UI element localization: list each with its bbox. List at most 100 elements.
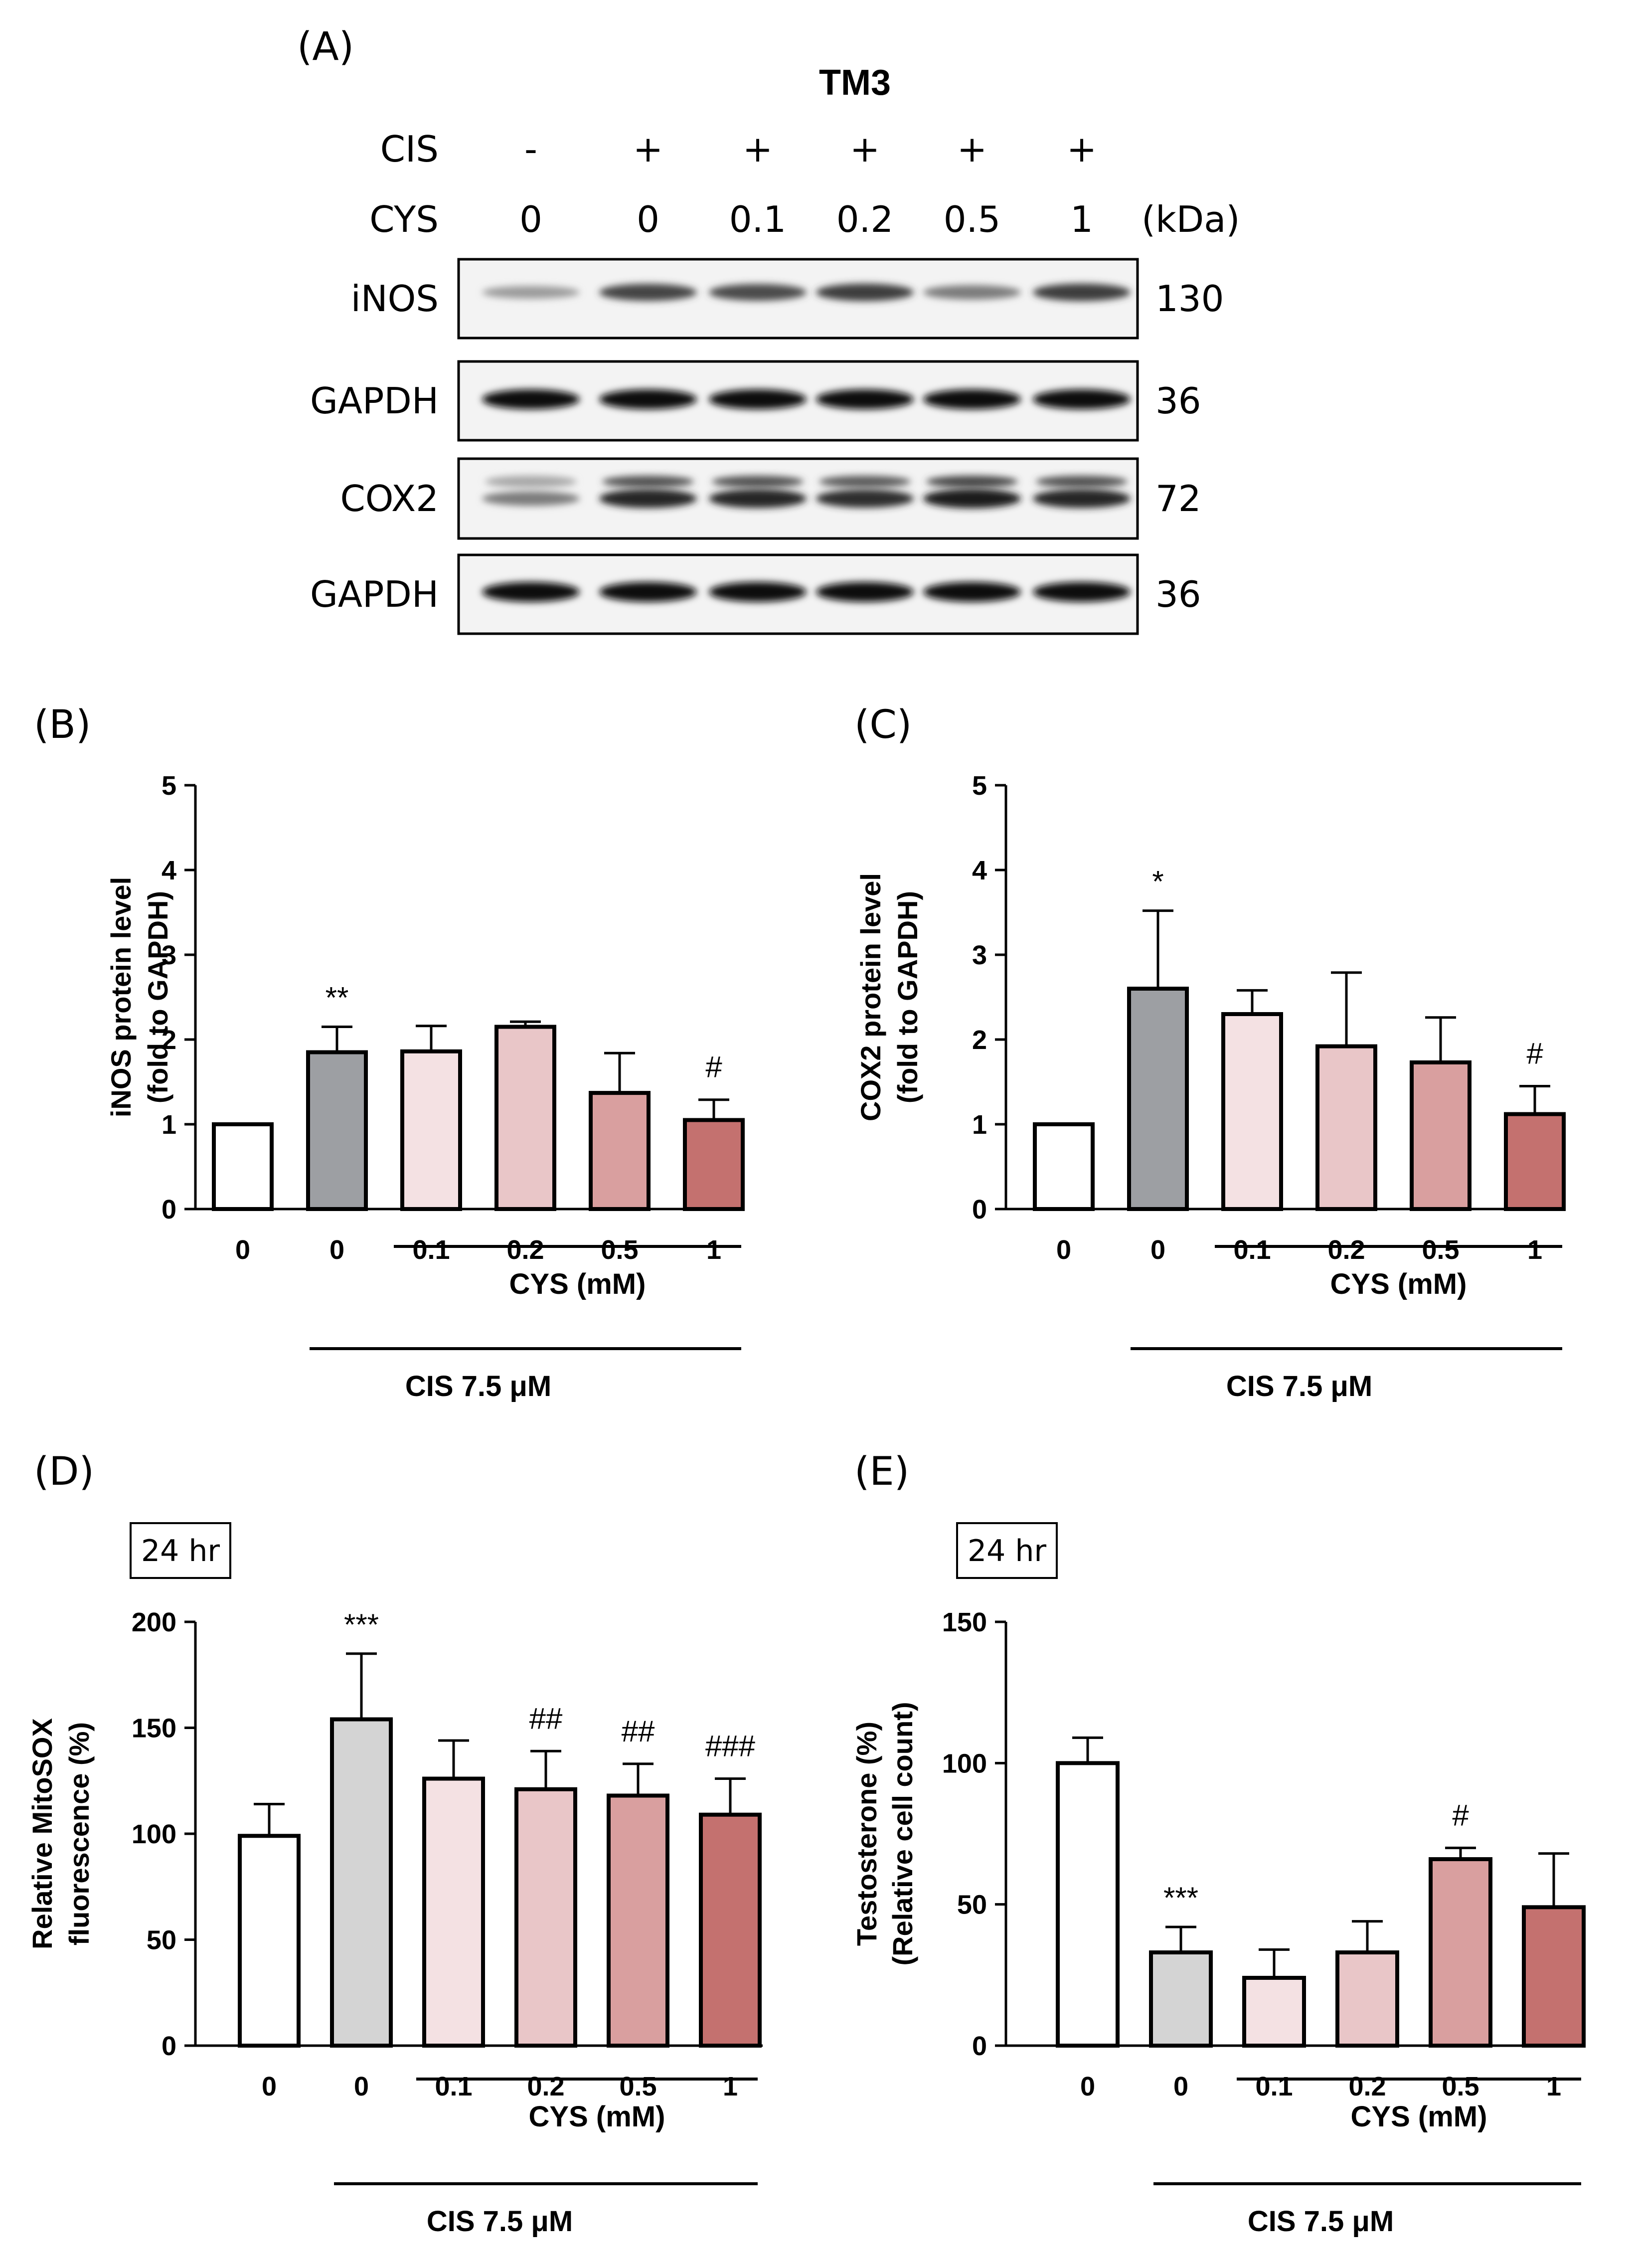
band (923, 489, 1021, 509)
bar (1410, 1060, 1472, 1211)
band (599, 284, 697, 301)
y-tick-label: 1 (162, 1110, 176, 1140)
cis-lane-5: + (957, 128, 987, 170)
y-tick-label: 150 (132, 1714, 176, 1744)
band (709, 389, 807, 409)
significance-marker: *** (1163, 1881, 1198, 1915)
band (482, 389, 580, 409)
y-tick-label: 3 (972, 940, 987, 970)
bar (1429, 1857, 1492, 2048)
cys-row: 0 0 0.1 0.2 0.5 1 (519, 198, 1093, 240)
bar (238, 1834, 301, 2048)
x-tick-label: 0.2 (1348, 2072, 1386, 2101)
significance-marker: ### (705, 1730, 756, 1763)
y-axis-label: iNOS protein level (105, 877, 137, 1117)
panel-label: (D) (34, 1449, 94, 1494)
band (1033, 389, 1131, 409)
blot-gapdh-2: GAPDH 36 (310, 360, 1201, 442)
blot-label: iNOS (351, 278, 439, 320)
blot-strips: iNOS 130 GAPDH 36 COX2 72 GAPDH 36 (310, 258, 1224, 635)
cis-lane-3: + (743, 128, 773, 170)
y-tick-label: 100 (132, 1819, 176, 1849)
band-upper (819, 476, 911, 488)
y-axis-label: (fold to GAPDH) (142, 891, 173, 1103)
band (599, 389, 697, 409)
significance-marker: * (1152, 865, 1163, 898)
x-tick-label: 1 (1546, 2072, 1561, 2101)
timepoint-box (956, 1522, 1058, 1579)
y-tick-label: 4 (972, 856, 987, 885)
band (923, 389, 1021, 409)
band (709, 284, 807, 301)
panel-label: (B) (34, 702, 91, 747)
y-tick-label: 0 (162, 2031, 176, 2061)
cis-group-label: CIS 7.5 μM (1226, 1370, 1372, 1402)
cys-lane-6: 1 (1070, 198, 1093, 240)
band (923, 582, 1021, 602)
cis-lane-4: + (850, 128, 880, 170)
x-tick-label: 0.5 (1442, 2072, 1479, 2101)
cis-lane-2: + (633, 128, 663, 170)
blot-gapdh-4: GAPDH 36 (310, 553, 1201, 635)
blot-label: COX2 (340, 478, 439, 520)
blot-kda: 36 (1155, 573, 1201, 615)
bar (212, 1122, 274, 1211)
band (1033, 582, 1131, 602)
x-tick-label: 0.1 (1233, 1235, 1271, 1265)
bar (607, 1793, 669, 2048)
y-axis-label: COX2 protein level (855, 873, 886, 1121)
cys-row-label: CYS (369, 198, 439, 240)
y-tick-label: 0 (972, 1195, 987, 1224)
y-tick-label: 5 (162, 771, 176, 801)
y-tick-label: 1 (972, 1110, 987, 1140)
y-axis-label: fluorescence (%) (63, 1722, 95, 1945)
x-tick-label: 0 (1150, 1235, 1165, 1265)
cys-lane-2: 0 (637, 198, 659, 240)
cys-lane-4: 0.2 (836, 198, 894, 240)
y-tick-label: 0 (972, 2031, 987, 2061)
x-tick-label: 1 (706, 1235, 721, 1265)
blot-kda: 36 (1155, 380, 1201, 422)
band (1033, 489, 1131, 508)
bar (1221, 1012, 1283, 1211)
band-upper (602, 476, 694, 488)
blot-label: GAPDH (310, 573, 439, 615)
band-upper (485, 476, 577, 488)
cis-group-label: CIS 7.5 μM (1248, 2205, 1394, 2238)
y-tick-label: 200 (132, 1607, 176, 1637)
y-tick-label: 3 (162, 940, 176, 970)
cys-lane-5: 0.5 (944, 198, 1001, 240)
y-tick-label: 2 (972, 1025, 987, 1055)
blot-frame (457, 258, 1139, 340)
cys-lane-3: 0.1 (729, 198, 787, 240)
cys-lane-1: 0 (519, 198, 542, 240)
band (816, 489, 914, 508)
x-tick-label: 0 (1173, 2072, 1188, 2101)
band (1033, 283, 1131, 301)
bar (699, 1812, 762, 2048)
band (816, 582, 914, 602)
x-tick-label: 0 (329, 1235, 344, 1265)
panel-a-label: (A) (297, 24, 354, 69)
band (709, 582, 807, 602)
band (482, 491, 580, 506)
y-tick-label: 50 (957, 1890, 987, 1920)
bar (494, 1025, 556, 1211)
panel-a: (A) TM3 CIS CYS - + + + + + 0 0 0.1 0.2 0.5 1 (kDa… (297, 24, 1240, 635)
blot-cox2-3: COX2 72 (340, 457, 1201, 540)
panel-label: (C) (854, 702, 912, 747)
x-tick-label: 1 (1527, 1235, 1542, 1265)
cys-group-label: CYS (mM) (509, 1268, 646, 1300)
y-axis-label: (fold to GAPDH) (892, 891, 923, 1103)
blot-kda: 130 (1155, 278, 1224, 320)
cis-group-label: CIS 7.5 μM (405, 1370, 551, 1402)
x-tick-label: 0.2 (527, 2072, 564, 2101)
x-tick-label: 0.5 (601, 1235, 638, 1265)
timepoint-label: 24 hr (141, 1534, 220, 1569)
blot-kda: 72 (1155, 478, 1201, 520)
bar (306, 1050, 368, 1211)
cis-lane-1: - (524, 128, 537, 170)
cys-group-label: CYS (mM) (1351, 2100, 1487, 2133)
